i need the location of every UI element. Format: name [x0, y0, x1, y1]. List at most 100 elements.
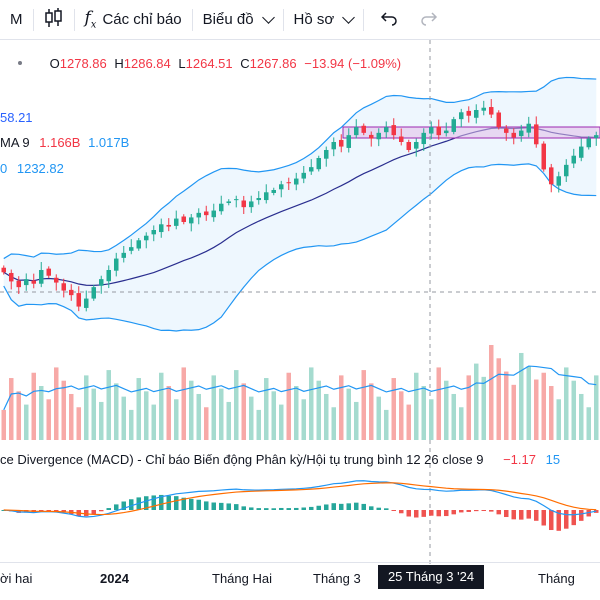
candle-body: [211, 210, 216, 218]
candle-body: [286, 182, 291, 184]
candle-body: [429, 127, 434, 134]
volume-bar: [444, 380, 449, 440]
volume-bar: [526, 366, 531, 440]
time-axis[interactable]: ời hai 2024 Tháng Hai Tháng 3 25 Tháng 3…: [0, 562, 600, 593]
volume-bar: [1, 409, 6, 440]
volume-bar: [339, 375, 344, 440]
volume-bar: [264, 378, 269, 440]
volume-bar: [324, 393, 329, 440]
volume-bar: [204, 407, 209, 440]
volume-bar: [271, 391, 276, 440]
macd-histogram-bar: [121, 501, 126, 510]
candle-body: [91, 287, 96, 299]
volume-bar: [541, 372, 546, 440]
macd-histogram-bar: [249, 507, 254, 510]
volume-bar: [286, 372, 291, 440]
volume-bar: [504, 371, 509, 440]
volume-bar: [234, 370, 239, 440]
volume-ma-value: 1.017B: [88, 135, 130, 150]
candle-style-button[interactable]: [34, 0, 74, 40]
redo-button[interactable]: [408, 0, 448, 40]
candle-body: [144, 235, 149, 241]
volume-bar: [354, 401, 359, 440]
macd-histogram-bar: [376, 507, 381, 510]
candle-body: [219, 203, 224, 212]
macd-histogram-bar: [571, 510, 576, 526]
macd-histogram-bar: [534, 510, 539, 521]
macd-histogram-bar: [391, 510, 396, 511]
open-label: O: [49, 56, 60, 71]
macd-histogram-bar: [91, 510, 96, 515]
macd-value-1: −1.17: [503, 452, 536, 467]
macd-histogram-bar: [354, 502, 359, 510]
volume-bar: [391, 378, 396, 440]
macd-histogram-bar: [286, 508, 291, 510]
volume-bar: [594, 375, 599, 440]
volume-bar: [76, 407, 81, 440]
macd-histogram-bar: [564, 510, 569, 529]
indicators-button[interactable]: fx Các chỉ báo: [75, 0, 192, 40]
candle-body: [339, 139, 344, 147]
volume-bar: [54, 367, 59, 440]
interval-button[interactable]: M: [0, 0, 33, 40]
volume-bar: [9, 378, 14, 440]
candle-body: [241, 200, 246, 208]
macd-histogram-bar: [99, 510, 104, 512]
function-icon: fx: [84, 8, 97, 31]
macd-histogram-bar: [301, 507, 306, 510]
macd-histogram-bar: [204, 501, 209, 510]
bb-lower-legend: 0 1232.82: [0, 161, 64, 176]
macd-histogram-bar: [556, 510, 561, 531]
macd-histogram-bar: [504, 510, 509, 518]
volume-bar: [384, 409, 389, 440]
macd-histogram-bar: [466, 510, 471, 512]
candle-body: [249, 201, 254, 208]
volume-bar: [316, 380, 321, 440]
candle-body: [594, 135, 599, 138]
volume-bar: [151, 404, 156, 440]
candle-body: [9, 272, 14, 282]
candle-body: [136, 240, 141, 249]
candle-body: [204, 211, 209, 216]
bb-value: 58.21: [0, 110, 33, 125]
macd-histogram-bar: [346, 503, 351, 510]
volume-bar: [564, 367, 569, 440]
candle-body: [271, 190, 276, 193]
candle-body: [556, 176, 561, 186]
macd-histogram-bar: [444, 510, 449, 517]
candle-body: [31, 280, 36, 284]
volume-bar: [406, 404, 411, 440]
volume-bar: [534, 379, 539, 440]
time-label: Tháng Hai: [212, 571, 272, 586]
volume-bar: [129, 409, 134, 440]
toolbar-divider: [191, 8, 193, 31]
macd-histogram-bar: [489, 510, 494, 512]
volume-bar: [196, 393, 201, 440]
high-label: H: [114, 56, 124, 71]
profile-menu-button[interactable]: Hồ sơ: [284, 0, 364, 40]
macd-histogram-bar: [219, 502, 224, 510]
chart-menu-button[interactable]: Biểu đồ: [193, 0, 283, 40]
macd-histogram-bar: [309, 506, 314, 510]
candle-body: [76, 293, 81, 307]
macd-histogram-bar: [526, 510, 531, 519]
macd-histogram-bar: [256, 508, 261, 510]
candle-body: [346, 135, 351, 148]
candle-body: [121, 252, 126, 258]
candle-body: [421, 132, 426, 145]
toolbar-divider: [32, 8, 34, 31]
macd-histogram-bar: [361, 503, 366, 510]
macd-histogram-bar: [46, 510, 51, 511]
volume-bar: [106, 370, 111, 440]
top-toolbar: M fx Các chỉ báo Biểu đồ Hồ sơ: [0, 0, 600, 40]
macd-histogram-bar: [331, 503, 336, 510]
candle-body: [489, 107, 494, 115]
undo-button[interactable]: [364, 0, 408, 40]
volume-bar: [421, 386, 426, 440]
candle-body: [234, 199, 239, 201]
macd-histogram-bar: [406, 510, 411, 517]
candle-body: [414, 142, 419, 149]
volume-bar: [294, 386, 299, 440]
macd-histogram-bar: [84, 510, 89, 517]
